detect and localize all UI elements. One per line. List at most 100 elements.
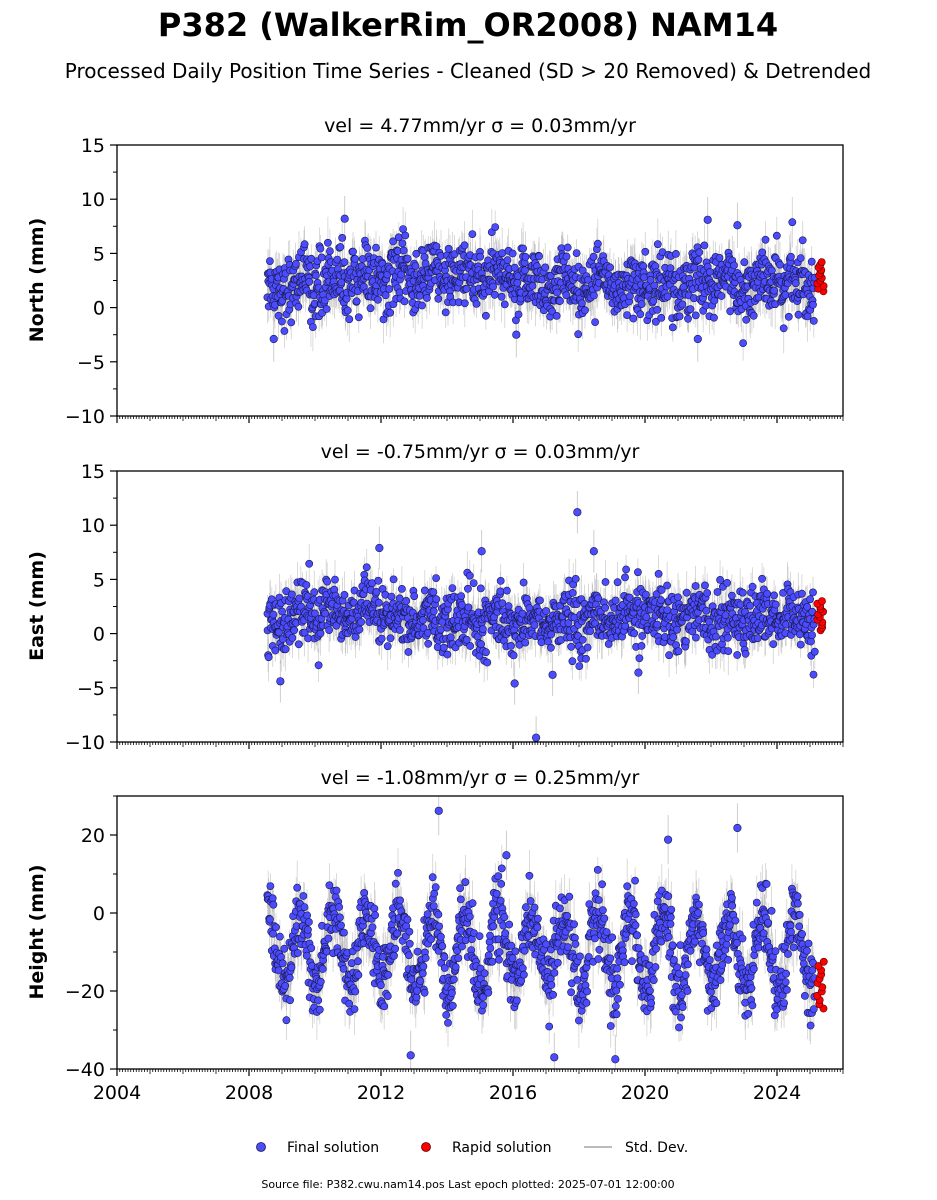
final-point [568, 589, 577, 597]
final-point [362, 563, 371, 572]
final-point [420, 253, 429, 261]
final-point [575, 662, 584, 670]
final-point [686, 305, 695, 314]
final-point [323, 577, 332, 586]
final-point [333, 255, 342, 264]
final-point [269, 610, 278, 619]
final-point [419, 616, 427, 624]
final-point [497, 292, 506, 301]
final-point [429, 607, 438, 616]
final-point [308, 323, 317, 331]
final-point [779, 324, 788, 333]
final-point [446, 633, 455, 642]
final-point [469, 579, 478, 587]
final-point [472, 299, 481, 308]
final-point-outlier [733, 221, 742, 230]
final-point [776, 260, 784, 269]
final-point-outlier [340, 214, 349, 223]
final-point [349, 247, 357, 256]
final-point [316, 244, 325, 253]
final-point [496, 577, 505, 585]
final-point [386, 634, 395, 643]
final-point [761, 235, 770, 244]
final-point [521, 266, 529, 275]
figure-title: P382 (WalkerRim_OR2008) NAM14 [158, 6, 778, 44]
final-point [601, 578, 610, 586]
panel-east-ylabel: East (mm) [26, 551, 48, 661]
final-point [547, 643, 555, 652]
final-point [678, 300, 687, 309]
y-tick-label: 15 [81, 135, 105, 157]
final-point [317, 253, 326, 262]
final-point [507, 642, 515, 650]
final-point [374, 598, 383, 607]
final-point [351, 633, 360, 641]
final-point [412, 249, 421, 258]
final-point [567, 642, 576, 651]
y-tick-label: −5 [77, 352, 105, 374]
final-point [730, 261, 738, 270]
final-point [807, 257, 816, 266]
final-point [700, 241, 709, 250]
final-point [325, 626, 333, 634]
final-point [781, 290, 790, 299]
final-point [429, 588, 438, 596]
final-point [571, 575, 580, 583]
final-point [791, 279, 800, 288]
final-point [398, 239, 407, 248]
final-point [420, 586, 429, 595]
final-point [536, 596, 544, 605]
final-point [331, 575, 339, 584]
panel-north-rapid-points [813, 258, 828, 296]
final-point [635, 654, 644, 663]
final-point [355, 625, 364, 634]
final-point [481, 311, 490, 320]
final-point [589, 252, 598, 261]
final-point [466, 642, 475, 650]
final-point [477, 640, 485, 649]
final-point [300, 240, 309, 249]
final-point [305, 277, 314, 286]
final-point [653, 620, 662, 629]
final-point [386, 308, 395, 317]
final-point [509, 651, 518, 660]
final-point [621, 573, 629, 582]
final-point [581, 306, 589, 315]
final-point [490, 290, 499, 299]
final-point [749, 311, 758, 320]
final-point [663, 292, 672, 301]
final-point [389, 575, 398, 584]
final-point [519, 578, 528, 587]
final-point [613, 578, 622, 587]
final-point [395, 594, 404, 603]
final-point [772, 231, 781, 240]
final-point [323, 238, 332, 247]
final-point [265, 257, 274, 265]
final-point [584, 275, 592, 284]
final-point [653, 305, 662, 314]
final-point [663, 581, 671, 590]
final-point [424, 639, 433, 648]
final-point [666, 264, 675, 272]
final-point [354, 313, 363, 322]
final-point [798, 236, 807, 245]
final-point [630, 629, 639, 638]
final-point [320, 296, 329, 305]
final-point [396, 626, 404, 634]
final-point [340, 258, 349, 266]
final-point [668, 323, 677, 332]
final-point [611, 596, 620, 605]
final-point [739, 339, 747, 347]
final-point [343, 306, 352, 315]
final-point [305, 559, 314, 568]
final-point [710, 313, 718, 322]
final-point [672, 249, 680, 258]
final-point [418, 301, 426, 310]
final-point [717, 292, 726, 300]
y-tick-label: 10 [81, 189, 105, 211]
final-point [357, 618, 365, 626]
final-point [606, 263, 614, 272]
final-point [513, 278, 522, 287]
final-point [590, 291, 598, 300]
final-point [389, 237, 397, 246]
